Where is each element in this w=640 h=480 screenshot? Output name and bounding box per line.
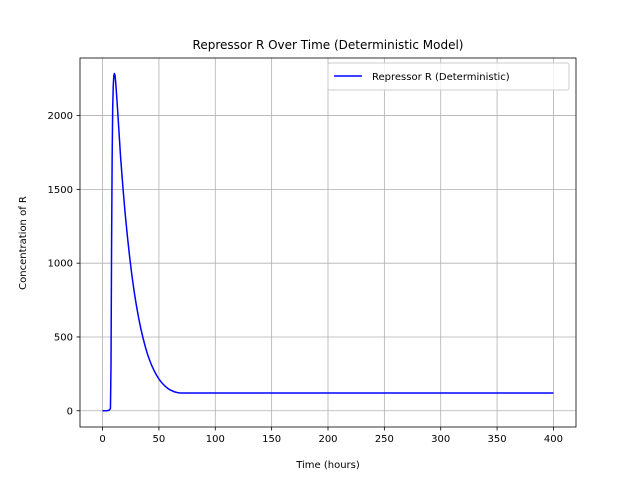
x-axis-label: Time (hours) [295,460,360,471]
y-tick-label: 2000 [48,111,73,122]
x-tick-label: 0 [99,434,105,445]
y-tick-label: 1000 [48,259,73,270]
series-line-0 [102,72,554,412]
y-tick-label: 0 [67,406,73,417]
x-tick-label: 200 [318,434,337,445]
y-axis-label: Concentration of R [18,196,29,290]
legend-box [327,62,570,91]
y-tick-label: 500 [54,332,73,343]
x-tick-label: 250 [375,434,394,445]
plot-area [102,72,554,412]
x-tick-label: 300 [431,434,450,445]
chart-title: Repressor R Over Time (Deterministic Mod… [193,38,464,52]
legend: Repressor R (Deterministic) [327,62,570,91]
x-tick-label: 100 [206,434,225,445]
x-tick-label: 350 [488,434,507,445]
y-axis-ticks: 0 500 1000 1500 2000 [48,111,80,417]
x-axis-ticks: 0 50 100 150 200 250 300 350 400 [99,427,563,445]
legend-label: Repressor R (Deterministic) [372,72,510,83]
grid [80,58,576,427]
x-tick-label: 150 [262,434,281,445]
x-tick-label: 400 [544,434,563,445]
x-tick-label: 50 [153,434,166,445]
y-tick-label: 1500 [48,185,73,196]
